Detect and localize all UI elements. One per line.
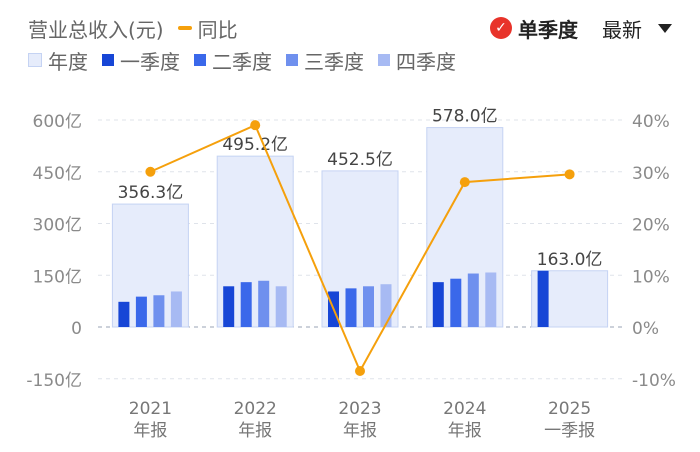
x-tick-year: 2024 — [443, 399, 486, 419]
chart-controls: ✓ 单季度 最新 — [490, 14, 672, 42]
legend-item-q1[interactable]: 一季度 — [102, 46, 180, 75]
quarter-bar — [363, 286, 374, 327]
left-axis-tick-label: 600亿 — [33, 112, 82, 132]
right-axis-tick-label: 0% — [632, 319, 659, 339]
legend-q4-label: 四季度 — [396, 49, 456, 74]
yoy-point — [250, 120, 261, 131]
right-axis-tick-label: -10% — [632, 371, 676, 391]
quarter-bar — [170, 291, 182, 327]
caret-down-icon[interactable] — [658, 23, 672, 33]
check-icon[interactable]: ✓ — [490, 17, 512, 39]
right-axis-tick-label: 40% — [632, 112, 670, 132]
left-axis-tick-label: -150亿 — [26, 371, 82, 391]
quarter-bar — [345, 288, 357, 327]
quarter-bar — [485, 272, 497, 327]
quarter-bar — [153, 295, 165, 327]
legend-q1-label: 一季度 — [120, 49, 180, 74]
x-tick-year: 2023 — [338, 399, 381, 419]
right-axis-tick-label: 20% — [632, 216, 670, 236]
legend-yoy-swatch — [177, 26, 192, 30]
legend-revenue-label: 营业总收入(元) — [28, 17, 164, 42]
legend-q3-label: 三季度 — [304, 49, 364, 74]
legend-year-swatch — [28, 53, 42, 67]
annual-value-label: 163.0亿 — [537, 250, 603, 270]
right-axis-tick-label: 30% — [632, 164, 670, 184]
quarter-bar — [258, 280, 270, 327]
legend-item-q3[interactable]: 三季度 — [286, 46, 364, 75]
legend-item-q4[interactable]: 四季度 — [378, 46, 456, 75]
yoy-point — [145, 166, 156, 177]
x-tick-period: 年报 — [133, 421, 167, 441]
annual-value-label: 495.2亿 — [222, 135, 288, 155]
x-tick-period: 年报 — [238, 421, 272, 441]
quarter-bar — [223, 286, 235, 327]
quarter-bar — [450, 278, 462, 327]
annual-value-label: 578.0亿 — [432, 107, 498, 127]
x-tick-period: 年报 — [448, 421, 482, 441]
quarter-bar — [135, 296, 147, 327]
quarter-bar — [380, 284, 392, 327]
x-tick-year: 2022 — [234, 399, 277, 419]
single-season-toggle[interactable]: 单季度 — [518, 17, 578, 42]
legend-q2-swatch — [194, 54, 206, 66]
yoy-point — [564, 169, 575, 180]
legend-yoy-label: 同比 — [197, 17, 238, 42]
legend-item-q2[interactable]: 二季度 — [194, 46, 272, 75]
annual-value-label: 356.3亿 — [118, 183, 184, 203]
left-axis-tick-label: 300亿 — [33, 216, 82, 236]
legend-primary: 营业总收入(元) 同比 — [28, 14, 238, 42]
quarter-bar — [240, 282, 252, 327]
legend-series: 年度 一季度 二季度 三季度 四季度 — [28, 46, 470, 74]
right-axis-tick-label: 10% — [632, 267, 670, 287]
quarter-bar — [118, 301, 130, 327]
x-tick-period: 年报 — [343, 421, 377, 441]
legend-q2-label: 二季度 — [212, 49, 272, 74]
yoy-point — [355, 365, 365, 376]
left-axis-tick-label: 0 — [71, 319, 82, 339]
legend-item-year[interactable]: 年度 — [28, 46, 88, 75]
x-tick-period: 一季报 — [544, 421, 595, 441]
left-axis-tick-label: 150亿 — [33, 267, 82, 287]
latest-dropdown[interactable]: 最新 — [602, 17, 642, 42]
annual-value-label: 452.5亿 — [327, 150, 393, 170]
x-tick-year: 2021 — [129, 399, 172, 419]
legend-q1-swatch — [102, 54, 114, 66]
yoy-point — [459, 177, 470, 188]
quarter-bar — [275, 286, 287, 327]
left-axis-tick-label: 450亿 — [33, 164, 82, 184]
quarter-bar — [432, 282, 444, 327]
quarter-bar — [537, 270, 549, 327]
x-tick-year: 2025 — [548, 399, 591, 419]
legend-q4-swatch — [378, 54, 390, 66]
legend-q3-swatch — [286, 54, 298, 66]
quarter-bar — [467, 273, 479, 327]
legend-year-label: 年度 — [48, 49, 88, 74]
